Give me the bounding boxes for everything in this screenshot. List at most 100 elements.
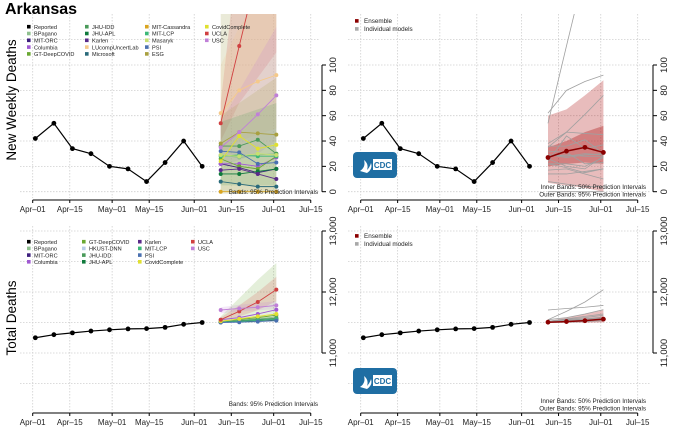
series-reported-point (397, 146, 403, 152)
series-UCLA (220, 289, 277, 321)
series-reported-point (199, 320, 205, 325)
x-tick-label: Apr–15 (57, 205, 83, 214)
series-ESG (220, 131, 277, 144)
series-reported-point (125, 166, 131, 172)
series-LUcompUncertLab-point (255, 79, 260, 84)
series-UCLA-point (237, 309, 242, 314)
series-ensemble-point (582, 318, 588, 324)
panel-weekly-ensemble: Apr–01 Apr–15 May–01 May–15 Jun–01 Jun–15 Jul–… (348, 14, 670, 214)
legend-label: MIT-ORC (34, 253, 58, 259)
series-LUcompUncertLab (220, 74, 277, 114)
series-ensemble-point (564, 148, 569, 154)
legend-swatch (205, 24, 209, 29)
bands-note: Bands: 95% Prediction Intervals (229, 189, 318, 196)
page-title: Arkansas (5, 1, 77, 18)
y-tick-label: 60 (659, 110, 670, 121)
series-JHU-APL-point (218, 171, 223, 176)
series-CovidComplete-point (255, 314, 260, 319)
x-tick-label: Jul–15 (299, 418, 323, 427)
x-tick-label: Apr–15 (385, 205, 411, 214)
series-Karlen-point (274, 177, 279, 182)
legend-label: MIT-LCP (145, 247, 167, 253)
series-PSI-point (274, 318, 279, 323)
legend-swatch (27, 253, 31, 257)
legend-swatch (355, 234, 359, 238)
series-Masaryk-point (255, 151, 260, 156)
series-reported-point (360, 136, 366, 141)
series-MIT-Cassandra-point (274, 189, 279, 194)
series-USC-point (237, 306, 242, 311)
series-Microsoft-point (237, 182, 242, 187)
hhs-eagle-icon (360, 160, 372, 173)
individual-model-Columbia (547, 309, 604, 321)
y-tick-label: 100 (659, 57, 670, 73)
series-reported-point (416, 151, 422, 157)
plot-area (32, 263, 279, 341)
cdc-logo-box (373, 375, 392, 386)
individual-model-UCLA (547, 289, 604, 321)
legend-swatch (85, 52, 89, 56)
series-PSI (220, 150, 277, 165)
series-USC (220, 304, 277, 311)
x-tick-label: Jun–15 (545, 205, 572, 214)
legend-label: GT-DeepCOVID (89, 240, 129, 246)
series-reported-point (125, 326, 131, 332)
series-USC-point (218, 145, 223, 150)
x-tick-label: Apr–15 (385, 418, 411, 427)
series-reported (363, 321, 530, 339)
legend-swatch (145, 31, 149, 36)
x-tick-label: Jun–15 (218, 418, 245, 427)
series-USC-point (274, 303, 279, 308)
series-reported-point (181, 138, 187, 144)
x-tick-label: Jul–15 (626, 418, 650, 427)
series-Masaryk-point (218, 152, 223, 157)
series-reported-point (107, 163, 112, 169)
series-USC (220, 95, 277, 148)
y-tick-label: 11,000 (659, 339, 670, 367)
individual-model-Columbia (547, 157, 604, 167)
individual-model-Karlen (547, 168, 604, 180)
series-ESG-point (255, 131, 260, 136)
x-tick-label: May–01 (426, 418, 455, 427)
series-reported-point (490, 324, 495, 330)
series-reported-point (107, 327, 112, 333)
individual-model-CovidComplete (547, 135, 604, 162)
legend-swatch (138, 260, 142, 264)
legend-label: PSI (145, 253, 154, 259)
series-reported-point (508, 138, 514, 144)
legend-label: MIT-Cassandra (152, 25, 191, 31)
legend-swatch (85, 24, 89, 29)
bands-note: Inner Bands: 50% Prediction Intervals (541, 184, 646, 191)
x-tick-label: May–15 (463, 205, 492, 214)
x-tick-label: May–01 (98, 418, 127, 427)
legend-swatch (82, 246, 86, 251)
x-tick-label: May–15 (135, 205, 164, 214)
cdc-logo-text: CDC (374, 161, 392, 170)
legend-label: CovidComplete (145, 260, 183, 266)
series-ensemble-point (545, 155, 551, 160)
legend-swatch (27, 260, 31, 264)
x-tick-label: May–01 (98, 205, 127, 214)
legend-swatch (85, 38, 89, 43)
legend-label: Masaryk (152, 39, 173, 45)
series-JHU-APL (220, 168, 277, 175)
series-LUcompUncertLab-point (237, 88, 242, 93)
y-tick-label: 12,000 (659, 277, 670, 306)
legend-swatch (27, 45, 31, 49)
series-MIT-LCP (220, 318, 277, 323)
panel-total-individual: Apr–01 Apr–15 May–01 May–15 Jun–01 Jun–15 Jul–… (4, 216, 339, 427)
cdc-logo-box (373, 159, 392, 170)
cdc-logo-text: CDC (374, 377, 392, 386)
series-ensemble-point (545, 319, 551, 325)
legend-swatch (145, 52, 149, 56)
x-tick-label: Apr–01 (20, 205, 46, 214)
series-reported-point (70, 146, 75, 152)
series-Microsoft-point (255, 184, 260, 189)
series-reported-point (162, 160, 168, 165)
series-reported-point (490, 160, 495, 165)
legend-label: MIT-LCP (152, 32, 174, 38)
series-Karlen-point (218, 168, 223, 173)
legend-label: USC (198, 247, 210, 253)
series-reported-point (527, 163, 532, 169)
legend-label: PSI (152, 45, 161, 51)
